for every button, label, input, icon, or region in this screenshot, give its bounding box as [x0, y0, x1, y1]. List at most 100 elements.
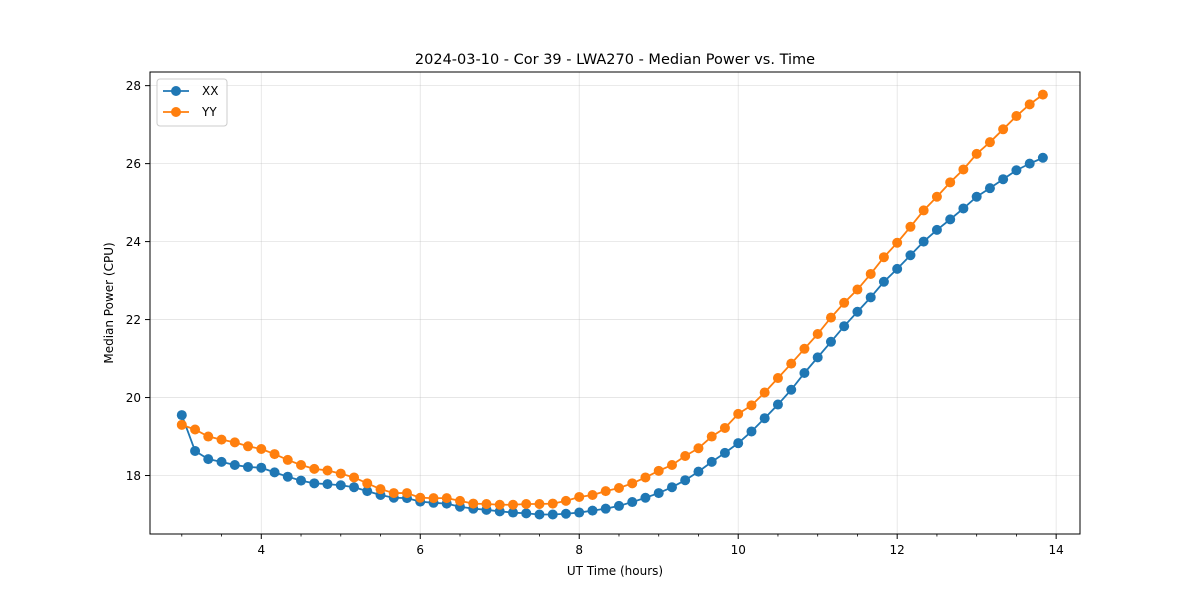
data-point-xx — [349, 482, 360, 493]
data-point-xx — [282, 471, 293, 482]
y-axis: 18 20 22 24 26 28 — [126, 79, 150, 483]
data-point-xx — [852, 306, 863, 317]
legend-marker-yy — [171, 107, 181, 117]
data-point-yy — [786, 358, 797, 369]
x-tick-label: 10 — [731, 543, 746, 557]
data-point-yy — [190, 424, 201, 435]
data-point-yy — [918, 205, 929, 216]
data-point-xx — [190, 445, 201, 456]
data-point-xx — [203, 454, 214, 465]
data-point-yy — [653, 465, 664, 476]
data-point-xx — [229, 459, 240, 470]
series-layer — [176, 89, 1048, 520]
data-point-xx — [825, 336, 836, 347]
x-tick-label: 6 — [416, 543, 424, 557]
data-point-xx — [984, 183, 995, 194]
data-point-yy — [680, 451, 691, 462]
data-point-xx — [640, 492, 651, 503]
series-line-yy — [181, 93, 1044, 506]
data-point-xx — [719, 447, 730, 458]
data-point-yy — [203, 431, 214, 442]
x-axis-label: UT Time (hours) — [567, 564, 663, 578]
data-point-yy — [759, 387, 770, 398]
data-point-xx — [613, 500, 624, 511]
data-point-yy — [892, 237, 903, 248]
data-point-yy — [547, 498, 558, 509]
data-point-xx — [905, 250, 916, 261]
data-point-yy — [852, 284, 863, 295]
data-point-yy — [931, 191, 942, 202]
data-point-yy — [878, 252, 889, 263]
data-point-xx — [243, 461, 254, 472]
data-point-xx — [706, 456, 717, 467]
data-point-yy — [415, 492, 426, 503]
data-point-xx — [839, 321, 850, 332]
data-point-yy — [587, 490, 598, 501]
legend-marker-xx — [171, 86, 181, 96]
data-point-xx — [521, 508, 532, 519]
data-point-yy — [719, 422, 730, 433]
grid — [150, 72, 1080, 534]
legend-label-xx: XX — [202, 84, 218, 98]
data-point-xx — [772, 399, 783, 410]
data-point-xx — [574, 507, 585, 518]
data-point-yy — [984, 137, 995, 148]
data-point-yy — [574, 491, 585, 502]
data-point-yy — [746, 400, 757, 411]
y-tick-label: 26 — [126, 157, 141, 171]
y-tick-label: 24 — [126, 235, 141, 249]
data-point-xx — [759, 413, 770, 424]
data-point-yy — [706, 431, 717, 442]
data-point-xx — [733, 438, 744, 449]
data-point-xx — [335, 480, 346, 491]
data-point-yy — [441, 493, 452, 504]
data-point-xx — [653, 488, 664, 499]
data-point-yy — [772, 373, 783, 384]
data-point-xx — [216, 456, 227, 467]
data-point-xx — [971, 191, 982, 202]
data-point-xx — [892, 263, 903, 274]
data-point-xx — [786, 384, 797, 395]
data-point-xx — [799, 367, 810, 378]
data-point-xx — [998, 174, 1009, 185]
data-point-yy — [388, 488, 399, 499]
data-point-yy — [335, 468, 346, 479]
data-point-yy — [1037, 89, 1048, 100]
data-point-xx — [560, 508, 571, 519]
data-point-xx — [1011, 165, 1022, 176]
data-point-xx — [627, 497, 638, 508]
data-point-yy — [256, 444, 267, 455]
data-point-yy — [494, 499, 505, 510]
y-tick-label: 22 — [126, 313, 141, 327]
data-point-xx — [746, 426, 757, 437]
data-point-xx — [362, 486, 373, 497]
data-point-xx — [176, 410, 187, 421]
data-point-yy — [613, 482, 624, 493]
data-point-yy — [998, 124, 1009, 135]
legend: XX YY — [156, 78, 228, 127]
data-point-xx — [931, 224, 942, 235]
data-point-yy — [839, 297, 850, 308]
data-point-yy — [401, 488, 412, 499]
data-point-xx — [269, 467, 280, 478]
data-point-xx — [508, 507, 519, 518]
data-point-yy — [508, 499, 519, 510]
data-point-yy — [812, 328, 823, 339]
data-point-yy — [322, 465, 333, 476]
data-point-xx — [256, 462, 267, 473]
x-tick-label: 12 — [890, 543, 905, 557]
data-point-xx — [812, 352, 823, 363]
x-tick-label: 8 — [575, 543, 583, 557]
data-point-yy — [349, 472, 360, 483]
data-point-xx — [309, 478, 320, 489]
x-tick-label: 4 — [257, 543, 265, 557]
data-point-yy — [296, 459, 307, 470]
data-point-yy — [282, 454, 293, 465]
data-point-yy — [362, 478, 373, 489]
data-point-yy — [468, 498, 479, 509]
data-point-yy — [229, 437, 240, 448]
data-point-yy — [627, 478, 638, 489]
data-point-xx — [918, 236, 929, 247]
data-point-xx — [958, 203, 969, 214]
